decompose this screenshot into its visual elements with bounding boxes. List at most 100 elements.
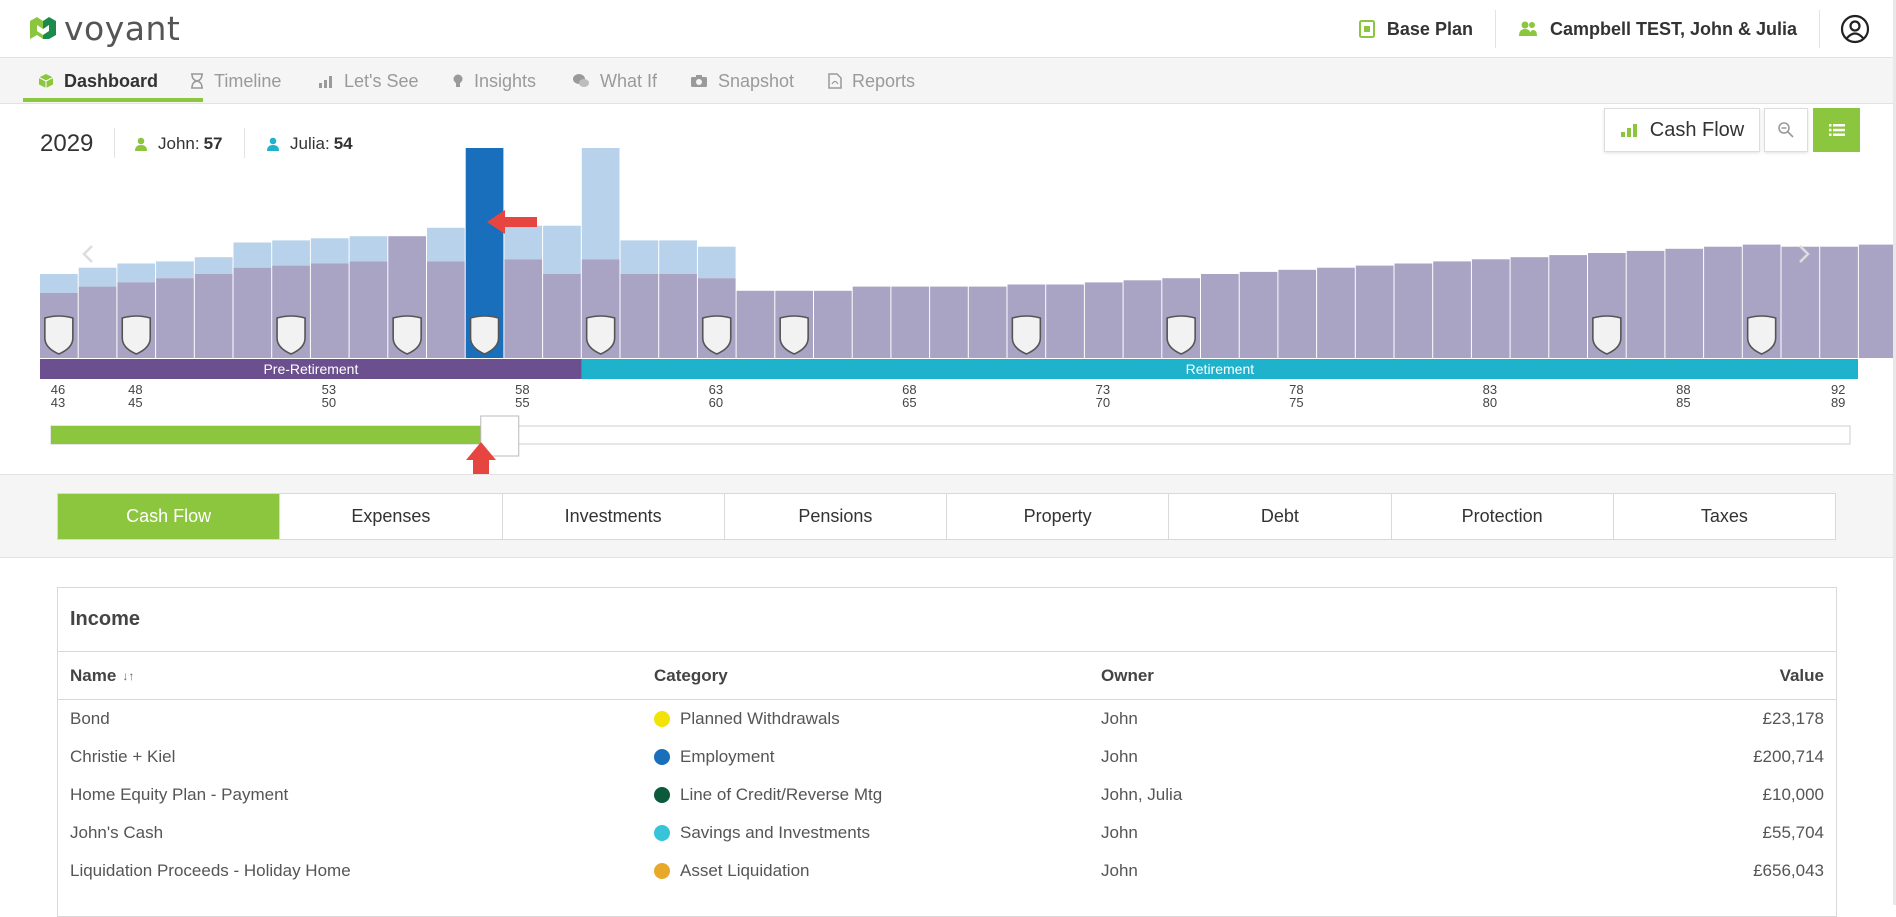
cash-flow-bar-surplus[interactable] xyxy=(543,225,581,274)
cash-flow-bar[interactable] xyxy=(1394,263,1433,359)
list-view-button[interactable] xyxy=(1813,108,1860,152)
tab-property[interactable]: Property xyxy=(947,494,1170,539)
cash-flow-bar[interactable] xyxy=(930,286,968,358)
nav-lets-see[interactable]: Let's See xyxy=(318,58,419,104)
col-owner-header[interactable]: Owner xyxy=(1101,665,1154,685)
nav-snapshot[interactable]: Snapshot xyxy=(690,58,794,104)
cash-flow-bar-surplus[interactable] xyxy=(697,246,736,279)
zoom-button[interactable] xyxy=(1764,108,1808,152)
cash-flow-bar-surplus[interactable] xyxy=(40,274,78,293)
user-account-button[interactable] xyxy=(1820,10,1896,48)
cash-flow-bar[interactable] xyxy=(1471,259,1510,358)
table-row[interactable]: Home Equity Plan - Payment Line of Credit… xyxy=(58,776,1836,814)
cash-flow-bar[interactable] xyxy=(156,278,194,358)
table-row[interactable]: Liquidation Proceeds - Holiday Home Asset… xyxy=(58,852,1836,890)
cash-flow-bar[interactable] xyxy=(1665,248,1704,358)
cash-flow-bar[interactable] xyxy=(1781,246,1820,358)
nav-what-if[interactable]: What If xyxy=(572,58,657,104)
cash-flow-bar[interactable] xyxy=(1201,274,1239,358)
cash-flow-bar[interactable] xyxy=(1278,269,1317,358)
cash-flow-bar[interactable] xyxy=(1355,265,1394,358)
chart-next-icon[interactable] xyxy=(1799,245,1810,263)
cash-flow-bar[interactable] xyxy=(349,261,388,358)
income-value: £656,043 xyxy=(1753,861,1824,880)
cash-flow-bar[interactable] xyxy=(1820,246,1858,358)
cash-flow-bar[interactable] xyxy=(194,274,233,358)
cash-flow-bar[interactable] xyxy=(620,274,659,358)
cash-flow-bar-surplus[interactable] xyxy=(504,225,543,260)
tab-investments[interactable]: Investments xyxy=(503,494,725,539)
base-plan-selector[interactable]: Base Plan xyxy=(1337,10,1495,48)
cash-flow-bar[interactable] xyxy=(1549,255,1587,358)
tab-debt[interactable]: Debt xyxy=(1169,494,1392,539)
cash-flow-bar-surplus[interactable] xyxy=(659,240,697,274)
page-scrollbar[interactable] xyxy=(1893,0,1896,905)
cash-flow-bar[interactable] xyxy=(814,290,852,358)
tab-taxes[interactable]: Taxes xyxy=(1700,506,1748,526)
col-name-header[interactable]: Name ↓↑ xyxy=(58,666,654,686)
cash-flow-bar-surplus[interactable] xyxy=(194,257,233,274)
protection-shield-icon[interactable] xyxy=(469,315,500,355)
cash-flow-bar[interactable] xyxy=(736,290,775,358)
col-category-header[interactable]: Category xyxy=(654,665,728,685)
protection-shield-icon[interactable] xyxy=(779,315,809,355)
nav-reports[interactable]: Reports xyxy=(828,58,915,104)
cash-flow-bar[interactable] xyxy=(852,286,891,358)
cash-flow-bar-surplus[interactable] xyxy=(272,240,310,266)
cash-flow-bar-surplus[interactable] xyxy=(117,263,156,283)
cash-flow-bar[interactable] xyxy=(1704,246,1742,358)
cash-flow-bar-surplus[interactable] xyxy=(233,242,272,268)
tab-pensions[interactable]: Pensions xyxy=(725,494,947,539)
cash-flow-bar[interactable] xyxy=(1084,282,1123,358)
protection-shield-icon[interactable] xyxy=(121,315,152,355)
voyant-logo[interactable]: voyant xyxy=(28,9,180,48)
table-row[interactable]: Bond Planned Withdrawals John £23,178 xyxy=(58,700,1836,738)
tab-protection[interactable]: Protection xyxy=(1392,494,1614,539)
col-value-header[interactable]: Value xyxy=(1779,665,1824,685)
cash-flow-bar[interactable] xyxy=(1858,244,1893,358)
cash-flow-bar[interactable] xyxy=(1433,261,1471,358)
nav-insights[interactable]: Insights xyxy=(452,58,536,104)
cash-flow-bar[interactable] xyxy=(78,286,117,358)
cash-flow-bar-surplus[interactable] xyxy=(310,238,349,264)
cash-flow-bar-surplus[interactable] xyxy=(78,267,117,287)
protection-shield-icon[interactable] xyxy=(585,315,616,355)
client-selector[interactable]: Campbell TEST, John & Julia xyxy=(1496,10,1819,48)
cash-flow-chart[interactable]: Pre-Retirement Retirement 464348455350585… xyxy=(0,104,1893,474)
protection-shield-icon[interactable] xyxy=(276,315,306,355)
cash-flow-bar[interactable] xyxy=(1626,250,1665,358)
protection-shield-icon[interactable] xyxy=(1746,315,1777,355)
cash-flow-bar[interactable] xyxy=(504,259,543,358)
cash-flow-bar-surplus[interactable] xyxy=(581,148,620,260)
table-row[interactable]: John's Cash Savings and Investments John £5… xyxy=(58,814,1836,852)
nav-dashboard[interactable]: Dashboard xyxy=(38,58,158,104)
table-row[interactable]: Christie + Kiel Employment John £200,714 xyxy=(58,738,1836,776)
chart-prev-icon[interactable] xyxy=(82,245,93,263)
cash-flow-bar[interactable] xyxy=(1123,280,1162,358)
protection-shield-icon[interactable] xyxy=(1592,315,1622,355)
nav-timeline[interactable]: Timeline xyxy=(190,58,281,104)
cash-flow-bar[interactable] xyxy=(891,286,930,358)
cash-flow-bar[interactable] xyxy=(543,274,581,358)
protection-shield-icon[interactable] xyxy=(1166,315,1196,355)
protection-shield-icon[interactable] xyxy=(701,315,732,355)
cash-flow-bar[interactable] xyxy=(310,263,349,359)
cash-flow-bar[interactable] xyxy=(233,267,272,358)
cash-flow-bar-surplus[interactable] xyxy=(349,236,388,262)
cash-flow-bar[interactable] xyxy=(968,286,1007,358)
cash-flow-bar[interactable] xyxy=(1046,284,1084,359)
protection-shield-icon[interactable] xyxy=(44,315,74,355)
tab-expenses[interactable]: Expenses xyxy=(280,494,503,539)
protection-shield-icon[interactable] xyxy=(392,315,422,355)
chart-view-selector[interactable]: Cash Flow xyxy=(1604,108,1760,152)
cash-flow-bar-surplus[interactable] xyxy=(427,227,465,262)
cash-flow-bar[interactable] xyxy=(1317,267,1355,358)
cash-flow-bar-surplus[interactable] xyxy=(620,240,659,274)
tab-cash-flow[interactable]: Cash Flow xyxy=(58,494,281,539)
cash-flow-bar[interactable] xyxy=(1239,271,1278,358)
cash-flow-bar[interactable] xyxy=(427,261,465,358)
cash-flow-bar-surplus[interactable] xyxy=(156,261,194,279)
protection-shield-icon[interactable] xyxy=(1011,315,1042,355)
cash-flow-bar[interactable] xyxy=(1510,257,1549,358)
cash-flow-bar[interactable] xyxy=(659,274,697,358)
